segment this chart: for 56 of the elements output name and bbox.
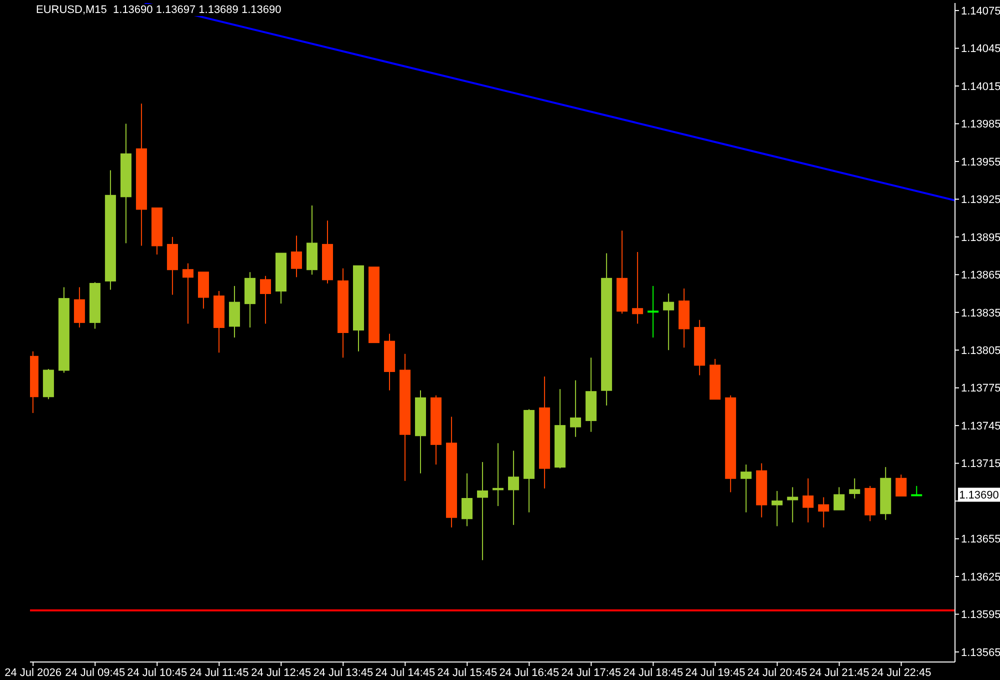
candlestick	[802, 478, 814, 523]
x-tick-label: 24 Jul 21:45	[809, 666, 870, 679]
x-tick-label: 24 Jul 12:45	[251, 666, 312, 679]
y-tick-label: 1.14015	[961, 80, 1000, 93]
candlestick	[632, 252, 644, 324]
y-tick-label: 1.13625	[961, 571, 1000, 584]
y-tick-label: 1.13835	[961, 307, 1000, 320]
y-tick-label: 1.14075	[961, 5, 1000, 18]
candlestick	[663, 293, 674, 351]
x-tick-label: 24 Jul 20:45	[747, 666, 808, 679]
candlestick	[648, 285, 659, 338]
y-tick-label: 1.13655	[961, 534, 1000, 546]
candlestick	[818, 496, 830, 528]
y-tick-label: 1.13775	[961, 382, 1000, 395]
candlestick	[772, 490, 783, 527]
candlestick	[462, 472, 473, 527]
y-tick-label: 1.13895	[961, 232, 1000, 244]
candlestick	[740, 464, 752, 513]
candlestick	[182, 262, 194, 324]
x-tick-label: 24 Jul 15:45	[437, 666, 498, 679]
x-tick-label: 24 Jul 22:45	[871, 666, 932, 679]
x-tick-label: 24 Jul 14:45	[375, 666, 436, 679]
y-tick-label: 1.13955	[961, 156, 1000, 168]
candlestick	[492, 442, 504, 507]
candlestick	[570, 380, 582, 438]
candlestick	[260, 275, 271, 324]
x-tick-label: 24 Jul 16:45	[499, 666, 560, 679]
y-tick-label: 1.13865	[961, 270, 1000, 282]
candlestick	[834, 486, 845, 510]
x-tick-label: 24 Jul 09:45	[65, 666, 126, 679]
y-tick-label: 1.14045	[961, 43, 1000, 56]
x-tick-label: 24 Jul 13:45	[313, 666, 374, 679]
y-tick-label: 1.13565	[961, 646, 1000, 659]
x-tick-label: 24 Jul 17:45	[561, 666, 622, 679]
y-tick-label: 1.13745	[961, 420, 1000, 432]
text: 1.13690	[959, 490, 999, 502]
candlestick	[477, 462, 488, 561]
candlestick	[911, 485, 922, 496]
x-tick-label: 24 Jul 2026	[4, 666, 62, 679]
candlestick	[508, 450, 520, 526]
candlestick	[896, 474, 907, 496]
candlestick	[74, 286, 85, 328]
candlestick	[228, 285, 240, 338]
x-tick-label: 24 Jul 18:45	[623, 666, 684, 679]
candlestick	[849, 478, 860, 500]
y-tick-label: 1.13715	[961, 458, 1000, 470]
candlestick	[787, 486, 798, 523]
x-tick-label: 24 Jul 10:45	[127, 666, 188, 679]
x-tick-label: 24 Jul 11:45	[190, 666, 249, 679]
y-tick-label: 1.13985	[961, 118, 1000, 131]
y-tick-label: 1.13595	[961, 609, 1000, 622]
candlestick	[290, 235, 302, 278]
y-tick-label: 1.13805	[961, 345, 1000, 358]
chart-title: EURUSD,M15 1.13690 1.13697 1.13689 1.13690	[34, 4, 284, 16]
x-tick-label: 24 Jul 19:45	[685, 666, 746, 679]
y-tick-label: 1.13925	[961, 194, 1000, 206]
